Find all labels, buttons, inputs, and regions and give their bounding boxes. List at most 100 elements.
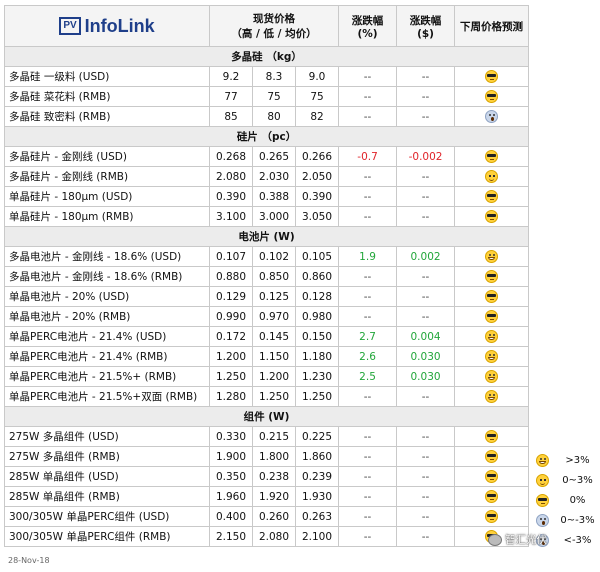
price-table: PV InfoLink 现货价格 （高 / 低 / 均价） 涨跌幅 (%) 涨跌… (3, 5, 530, 547)
table-row: 多晶电池片 - 金刚线 - 18.6% (USD) 0.107 0.102 0.105… (4, 246, 530, 267)
price-avg: 1.860 (294, 446, 340, 467)
price-low: 8.3 (252, 66, 296, 87)
product-name: 单晶电池片 - 20% (RMB) (4, 306, 210, 327)
change-pct-header-line2: (%) (357, 27, 378, 40)
scream-face-icon (536, 513, 549, 527)
change-amount: -- (396, 526, 456, 547)
price-high: 1.200 (209, 346, 253, 367)
smile-face-icon (536, 473, 549, 487)
product-name: 多晶硅 菜花料 (RMB) (4, 86, 210, 107)
spot-price-header-line1: 现货价格 (253, 13, 296, 25)
change-percent: -- (338, 166, 398, 187)
watermark-text: 智汇光伏 (505, 534, 547, 546)
table-row: 多晶硅 一级料 (USD) 9.2 8.3 9.0 -- -- (4, 66, 530, 87)
price-avg: 1.930 (294, 486, 340, 507)
price-low: 3.000 (252, 206, 296, 227)
product-name: 275W 多晶组件 (USD) (4, 426, 210, 447)
change-amount: 0.030 (396, 366, 456, 387)
price-high: 0.350 (209, 466, 253, 487)
price-low: 0.215 (252, 426, 296, 447)
table-row: 285W 单晶组件 (USD) 0.350 0.238 0.239 -- -- (4, 466, 530, 487)
price-avg: 0.239 (294, 466, 340, 487)
logo-badge: PV (59, 17, 81, 35)
product-name: 多晶硅片 - 金刚线 (USD) (4, 146, 210, 167)
table-row: 单晶硅片 - 180µm (USD) 0.390 0.388 0.390 -- -- (4, 186, 530, 207)
sunglasses-face-icon (485, 90, 499, 103)
price-avg: 1.230 (294, 366, 340, 387)
price-high: 0.107 (209, 246, 253, 267)
forecast-legend: >3% 0~3% 0% 0~-3% <-3% (536, 450, 600, 550)
product-name: 单晶硅片 - 180µm (RMB) (4, 206, 210, 227)
change-amount: -- (396, 466, 456, 487)
grin-face-icon (485, 370, 499, 383)
legend-label: 0% (569, 494, 586, 506)
change-percent: -- (338, 266, 398, 287)
change-percent: -- (338, 206, 398, 227)
price-low: 0.970 (252, 306, 296, 327)
logo-cell: PV InfoLink (4, 5, 210, 47)
price-high: 0.400 (209, 506, 253, 527)
forecast-cell (454, 446, 530, 467)
spot-price-header-line2: （高 / 低 / 均价） (231, 28, 317, 40)
price-high: 0.990 (209, 306, 253, 327)
forecast-cell (454, 246, 530, 267)
product-name: 多晶硅 致密料 (RMB) (4, 106, 210, 127)
change-pct-header-line1: 涨跌幅 (351, 14, 384, 27)
change-percent: -- (338, 86, 398, 107)
change-percent: -- (338, 386, 398, 407)
price-high: 0.268 (209, 146, 253, 167)
grin-face-icon (485, 350, 499, 363)
price-low: 0.388 (252, 186, 296, 207)
price-low: 1.800 (252, 446, 296, 467)
change-abs-header-line1: 涨跌幅 (409, 14, 442, 27)
change-amount: -- (396, 286, 456, 307)
forecast-cell (454, 166, 530, 187)
legend-item: <-3% (536, 530, 600, 550)
product-name: 单晶PERC电池片 - 21.5%+双面 (RMB) (4, 386, 210, 407)
product-name: 单晶PERC电池片 - 21.4% (USD) (4, 326, 210, 347)
change-amount: -- (396, 206, 456, 227)
price-low: 0.850 (252, 266, 296, 287)
change-amount: -- (396, 86, 456, 107)
forecast-cell (454, 146, 530, 167)
forecast-cell (454, 106, 530, 127)
forecast-cell (454, 486, 530, 507)
price-avg: 0.266 (294, 146, 340, 167)
price-avg: 0.128 (294, 286, 340, 307)
change-percent: 2.7 (338, 326, 398, 347)
price-avg: 1.250 (294, 386, 340, 407)
table-row: 单晶PERC电池片 - 21.4% (RMB) 1.200 1.150 1.180 2.… (4, 346, 530, 367)
sunglasses-face-icon (485, 210, 499, 223)
price-low: 80 (252, 106, 296, 127)
price-high: 0.330 (209, 426, 253, 447)
price-avg: 0.263 (294, 506, 340, 527)
sunglasses-face-icon (485, 430, 499, 443)
table-row: 多晶硅片 - 金刚线 (USD) 0.268 0.265 0.266 -0.7 -0.00… (4, 146, 530, 167)
legend-item: 0~3% (536, 470, 600, 490)
change-amount: -- (396, 506, 456, 527)
price-avg: 82 (294, 106, 340, 127)
price-avg: 2.050 (294, 166, 340, 187)
price-high: 2.080 (209, 166, 253, 187)
forecast-cell (454, 326, 530, 347)
sunglasses-face-icon (485, 450, 499, 463)
forecast-cell (454, 86, 530, 107)
change-percent: -- (338, 446, 398, 467)
change-abs-header-line2: ($) (417, 27, 434, 40)
price-avg: 3.050 (294, 206, 340, 227)
product-name: 多晶电池片 - 金刚线 - 18.6% (USD) (4, 246, 210, 267)
forecast-cell (454, 506, 530, 527)
table-row: 单晶硅片 - 180µm (RMB) 3.100 3.000 3.050 -- -- (4, 206, 530, 227)
price-low: 2.080 (252, 526, 296, 547)
price-low: 0.265 (252, 146, 296, 167)
product-name: 300/305W 单晶PERC组件 (USD) (4, 506, 210, 527)
table-row: 275W 多晶组件 (RMB) 1.900 1.800 1.860 -- -- (4, 446, 530, 467)
table-row: 多晶硅 致密料 (RMB) 85 80 82 -- -- (4, 106, 530, 127)
price-avg: 0.860 (294, 266, 340, 287)
price-high: 9.2 (209, 66, 253, 87)
product-name: 单晶PERC电池片 - 21.5%+ (RMB) (4, 366, 210, 387)
change-percent: -- (338, 306, 398, 327)
legend-label: 0~-3% (560, 514, 595, 526)
price-avg: 1.180 (294, 346, 340, 367)
change-amount: 0.030 (396, 346, 456, 367)
